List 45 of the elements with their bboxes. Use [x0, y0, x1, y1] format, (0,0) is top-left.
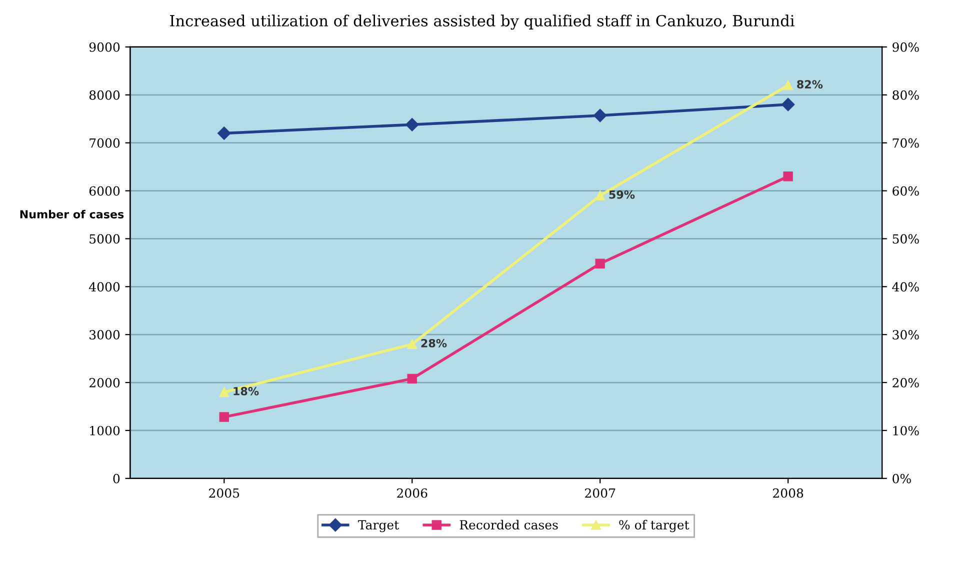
y-tick-label: 5000	[90, 234, 120, 244]
y2-tick-label: 20%	[892, 378, 919, 388]
y-axis-title: Number of cases	[20, 210, 124, 218]
point	[407, 374, 417, 384]
point	[595, 258, 605, 269]
y-tick-label: 0	[113, 474, 120, 484]
y-tick-label: 1000	[90, 426, 120, 436]
point	[783, 80, 793, 90]
legend-label: Target	[358, 520, 400, 532]
x-tick-label: 2006	[397, 488, 428, 498]
y2-tick-label: 90%	[892, 42, 919, 52]
y2-tick-label: 30%	[892, 330, 919, 340]
point	[781, 98, 795, 112]
data-label: 82%	[797, 80, 823, 89]
y2-tick-label: 40%	[892, 282, 919, 292]
y2-tick-label: 0%	[892, 474, 911, 484]
y2-tick-label: 80%	[892, 90, 919, 100]
point	[594, 108, 607, 122]
x-tick-label: 2008	[773, 488, 804, 498]
data-label: 18%	[234, 386, 259, 396]
data-label: 28%	[421, 338, 447, 348]
legend-label: % of target	[619, 520, 690, 532]
y-tick-label: 8000	[89, 90, 120, 100]
y2-tick-label: 70%	[892, 138, 919, 148]
point	[406, 118, 419, 132]
y2-tick-label: 50%	[892, 234, 919, 244]
point	[219, 412, 229, 422]
point	[595, 190, 605, 200]
point	[218, 126, 231, 140]
data-label: 59%	[609, 190, 635, 199]
x-tick-label: 2005	[209, 488, 240, 498]
y-tick-label: 2000	[89, 378, 120, 388]
y-tick-label: 9000	[89, 42, 120, 52]
point	[219, 387, 229, 397]
y-tick-label: 7000	[90, 138, 120, 148]
y-tick-label: 4000	[88, 282, 120, 292]
y2-tick-label: 10%	[893, 426, 919, 436]
y-tick-label: 6000	[89, 186, 120, 196]
y-tick-label: 3000	[90, 330, 120, 340]
y2-tick-label: 60%	[892, 186, 919, 196]
point	[407, 339, 417, 350]
chart-title: Increased utilization of deliveries assisted by qualified staff in Cankuzo, Burundi	[170, 14, 794, 30]
legend-label: Recorded cases	[460, 520, 558, 530]
x-tick-label: 2007	[585, 488, 616, 498]
point	[783, 172, 793, 182]
